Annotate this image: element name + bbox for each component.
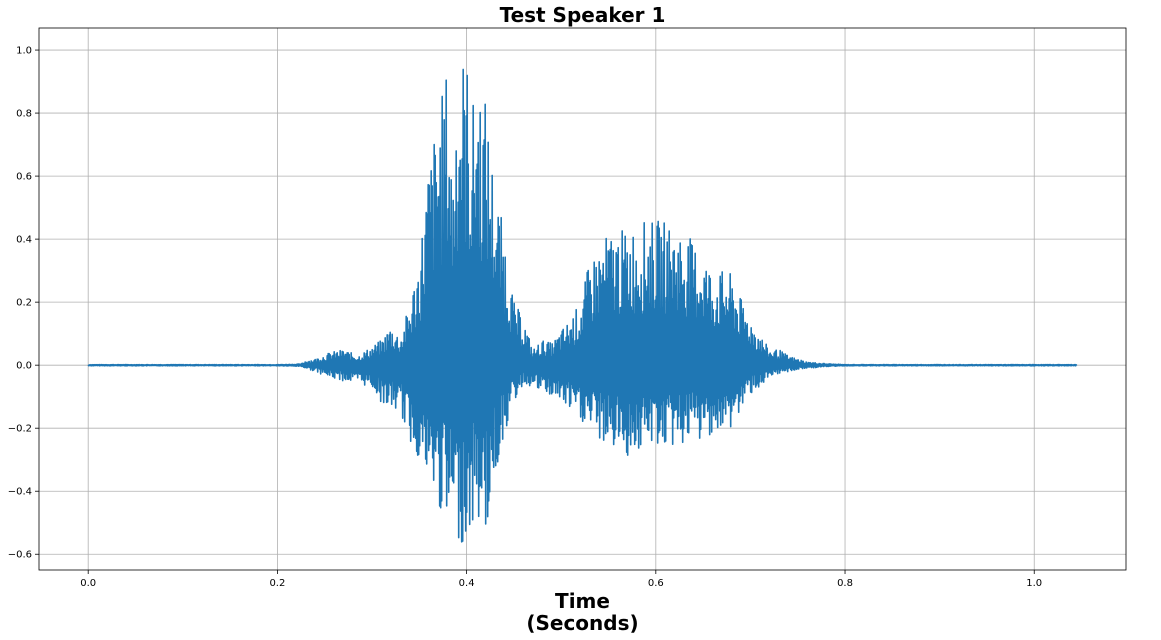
waveform-series — [87, 68, 1078, 543]
x-tick-label: 0.8 — [837, 578, 853, 589]
y-tick-label: −0.2 — [8, 424, 32, 435]
y-tick-label: 0.8 — [16, 109, 32, 120]
x-axis-label-line-1: Time — [555, 589, 610, 613]
y-tick-label: 0.6 — [16, 172, 32, 183]
grid — [39, 28, 1126, 570]
x-tick-label: 0.4 — [459, 578, 475, 589]
x-axis-label-line-2: (Seconds) — [526, 611, 638, 635]
y-tick-label: 0.0 — [16, 361, 32, 372]
y-tick-label: 0.2 — [16, 298, 32, 309]
y-tick-label: −0.4 — [8, 487, 32, 498]
ticks: 0.0 0.2 0.4 0.6 0.8 1.0 −0.6 −0.4 −0.2 0.0 0.2 0.4 0… — [8, 46, 1042, 589]
waveform-line — [87, 68, 1078, 543]
x-tick-label: 0.2 — [269, 578, 285, 589]
x-tick-label: 0.6 — [648, 578, 664, 589]
x-tick-label: 0.0 — [80, 578, 96, 589]
y-tick-label: 1.0 — [16, 46, 32, 57]
axes-frame — [38, 27, 1127, 571]
x-tick-label: 1.0 — [1026, 578, 1042, 589]
y-tick-label: 0.4 — [16, 235, 32, 246]
chart-title: Test Speaker 1 — [500, 3, 666, 27]
y-tick-label: −0.6 — [8, 550, 32, 561]
